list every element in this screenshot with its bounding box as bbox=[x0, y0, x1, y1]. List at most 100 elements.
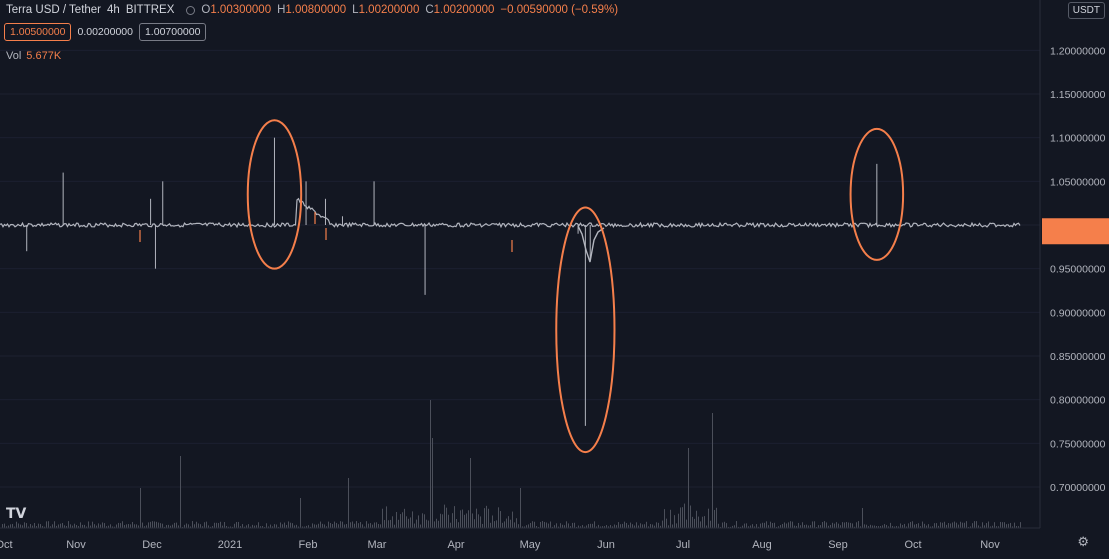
volume-bar bbox=[446, 507, 447, 528]
volume-bar bbox=[208, 525, 209, 528]
volume-bar bbox=[474, 519, 475, 528]
volume-bar bbox=[514, 522, 515, 528]
volume-bar bbox=[78, 526, 79, 528]
volume-bar bbox=[578, 525, 579, 528]
volume-bar bbox=[62, 522, 63, 528]
gear-icon[interactable]: ⚙ bbox=[1077, 534, 1089, 549]
volume-bar bbox=[322, 523, 323, 528]
volume-bar bbox=[246, 525, 247, 528]
volume-bar bbox=[228, 526, 229, 528]
volume-bar bbox=[688, 448, 689, 528]
volume-bar bbox=[1010, 522, 1011, 528]
volume-bar bbox=[546, 522, 547, 528]
volume-bar bbox=[422, 513, 423, 528]
volume-bar bbox=[610, 525, 611, 528]
symbol-title[interactable]: Terra USD / Tether bbox=[6, 4, 102, 16]
volume-bars bbox=[2, 400, 1021, 528]
volume-bar bbox=[792, 521, 793, 528]
volume-bar bbox=[938, 525, 939, 528]
volume-bar bbox=[128, 524, 129, 528]
volume-bar bbox=[976, 521, 977, 528]
volume-bar bbox=[84, 524, 85, 528]
x-tick-label: May bbox=[520, 539, 541, 551]
volume-bar bbox=[904, 523, 905, 528]
volume-bar bbox=[966, 521, 967, 528]
volume-bar bbox=[252, 524, 253, 528]
volume-bar bbox=[472, 513, 473, 528]
volume-bar bbox=[134, 524, 135, 528]
volume-bar bbox=[824, 521, 825, 528]
volume-bar bbox=[524, 526, 525, 528]
volume-bar bbox=[22, 525, 23, 528]
volume-bar bbox=[618, 522, 619, 528]
y-tick-label: 0.70000000 bbox=[1050, 482, 1106, 494]
quote-row: 1.00500000 0.00200000 1.00700000 bbox=[4, 23, 207, 41]
currency-button[interactable]: USDT bbox=[1067, 2, 1105, 19]
volume-bar bbox=[636, 522, 637, 528]
volume-bar bbox=[930, 526, 931, 528]
volume-bar bbox=[268, 526, 269, 528]
volume-bar bbox=[672, 524, 673, 528]
close-label: C bbox=[425, 4, 434, 16]
volume-bar bbox=[900, 523, 901, 528]
volume-bar bbox=[376, 522, 377, 528]
volume-bar bbox=[36, 526, 37, 528]
volume-bar bbox=[92, 521, 93, 528]
volume-bar bbox=[852, 523, 853, 528]
x-tick-label: Nov bbox=[66, 539, 86, 551]
y-axis: 1.20000000 1.15000000 1.10000000 1.05000000… bbox=[1039, 0, 1109, 528]
volume-bar bbox=[2, 524, 3, 528]
volume-bar bbox=[292, 523, 293, 528]
volume-bar bbox=[58, 524, 59, 528]
volume-bar bbox=[860, 526, 861, 528]
x-tick-label: Sep bbox=[828, 539, 848, 551]
volume-bar bbox=[826, 522, 827, 528]
volume-bar bbox=[554, 525, 555, 528]
volume-bar bbox=[974, 521, 975, 528]
volume-bar bbox=[702, 516, 703, 528]
volume-bar bbox=[748, 526, 749, 528]
volume-bar bbox=[910, 521, 911, 528]
volume-bar bbox=[412, 511, 413, 528]
volume-bar bbox=[542, 521, 543, 528]
volume-bar bbox=[1008, 523, 1009, 528]
volume-bar bbox=[778, 526, 779, 528]
x-tick-label: Feb bbox=[299, 539, 318, 551]
volume-bar bbox=[676, 523, 677, 528]
volume-bar bbox=[312, 523, 313, 528]
volume-bar bbox=[946, 524, 947, 528]
volume-bar bbox=[800, 525, 801, 528]
volume-bar bbox=[622, 523, 623, 528]
volume-bar bbox=[888, 526, 889, 528]
volume-bar bbox=[956, 522, 957, 528]
buy-button[interactable]: 1.00700000 bbox=[138, 23, 207, 41]
volume-bar bbox=[558, 526, 559, 528]
volume-bar bbox=[346, 524, 347, 528]
volume-bar bbox=[352, 521, 353, 528]
volume-bar bbox=[116, 524, 117, 528]
volume-bar bbox=[280, 522, 281, 528]
volume-bar bbox=[774, 522, 775, 528]
volume-bar bbox=[350, 522, 351, 528]
volume-bar bbox=[272, 526, 273, 528]
volume-bar bbox=[16, 521, 17, 528]
volume-bar bbox=[258, 522, 259, 528]
volume-bar bbox=[540, 521, 541, 528]
volume-bar bbox=[34, 522, 35, 528]
volume-bar bbox=[60, 523, 61, 528]
volume-bar bbox=[510, 519, 511, 528]
volume-bar bbox=[44, 526, 45, 528]
volume-bar bbox=[448, 514, 449, 528]
volume-bar bbox=[74, 523, 75, 528]
volume-bar bbox=[332, 524, 333, 528]
volume-bar bbox=[196, 521, 197, 528]
volume-bar bbox=[226, 525, 227, 528]
interval-label[interactable]: 4h bbox=[107, 4, 120, 16]
volume-bar bbox=[168, 524, 169, 528]
volume-bar bbox=[802, 522, 803, 528]
volume-bar bbox=[1004, 522, 1005, 528]
volume-bar bbox=[696, 510, 697, 528]
volume-bar bbox=[986, 523, 987, 528]
sell-button[interactable]: 1.00500000 bbox=[4, 23, 72, 41]
